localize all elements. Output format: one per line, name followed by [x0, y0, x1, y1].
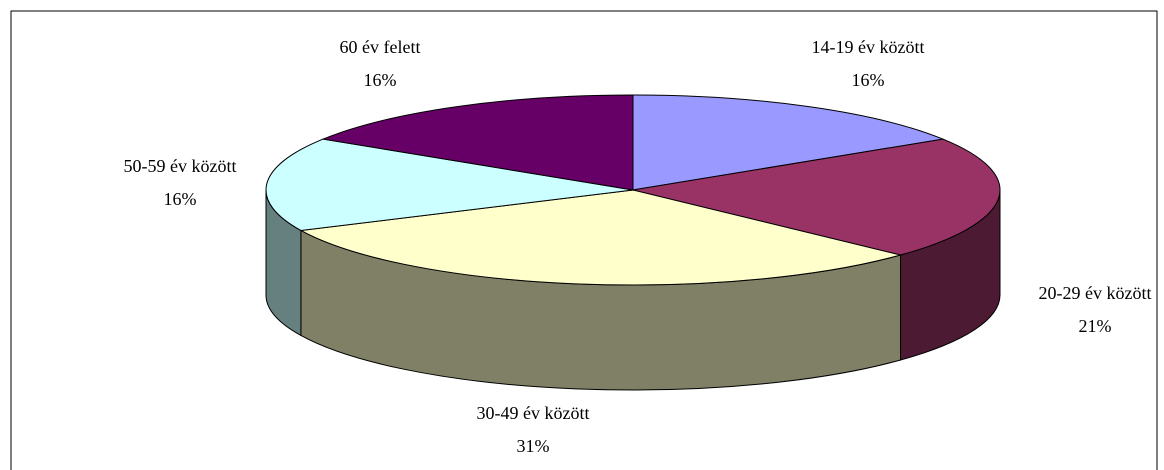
slice-label: 20-29 év között — [1039, 283, 1152, 303]
slice — [299, 189, 903, 286]
slice-label: 60 év felett — [340, 37, 421, 57]
slice-value-label: 16% — [164, 189, 197, 209]
slice-label: 30-49 év között — [477, 403, 590, 423]
slice — [632, 94, 945, 191]
slice-value-label: 16% — [852, 70, 885, 90]
slice — [265, 138, 634, 231]
slice-value-label: 31% — [517, 436, 550, 456]
slice — [321, 94, 634, 191]
slice-label: 14-19 év között — [812, 37, 925, 57]
slice — [632, 138, 1001, 256]
slice-value-label: 16% — [364, 70, 397, 90]
slice-value-label: 21% — [1079, 316, 1112, 336]
slice-label: 50-59 év között — [124, 156, 237, 176]
plot-area: 14-19 év között 16% 20-29 év között 21% 30-4… — [124, 37, 1152, 456]
